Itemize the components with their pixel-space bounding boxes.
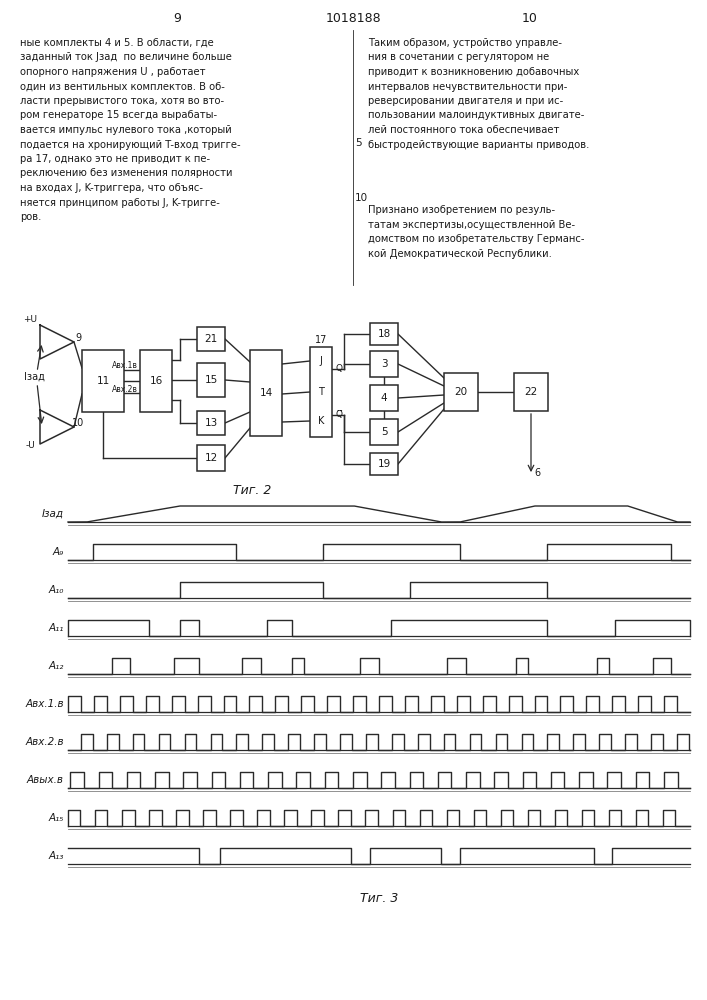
Text: +U: +U (23, 316, 37, 324)
Text: T: T (318, 387, 324, 397)
Text: -U: -U (25, 440, 35, 450)
Text: A₁₃: A₁₃ (49, 851, 64, 861)
Text: Таким образом, устройство управле-: Таким образом, устройство управле- (368, 38, 562, 48)
Text: Τиг. 2: Τиг. 2 (233, 485, 271, 497)
Text: 10: 10 (355, 193, 368, 203)
Text: 16: 16 (149, 376, 163, 386)
Text: реключению без изменения полярности: реключению без изменения полярности (20, 168, 233, 178)
Text: 15: 15 (204, 375, 218, 385)
Text: 5: 5 (355, 138, 361, 148)
Text: подается на хронирующий T-вход тригге-: подается на хронирующий T-вход тригге- (20, 139, 240, 149)
Text: заданный ток Jзад  по величине больше: заданный ток Jзад по величине больше (20, 52, 232, 62)
Text: татам экспертизы,осуществленной Ве-: татам экспертизы,осуществленной Ве- (368, 220, 575, 230)
Text: 12: 12 (204, 453, 218, 463)
Text: лей постоянного тока обеспечивает: лей постоянного тока обеспечивает (368, 125, 559, 135)
Text: Признано изобретением по резуль-: Признано изобретением по резуль- (368, 205, 555, 215)
Text: кой Демократической Республики.: кой Демократической Республики. (368, 248, 552, 259)
Bar (370, 351, 398, 377)
Text: на входах J, K-триггера, что объяс-: на входах J, K-триггера, что объяс- (20, 183, 203, 193)
Bar (197, 445, 225, 471)
Text: 17: 17 (315, 335, 327, 345)
Bar (250, 350, 282, 436)
Text: J: J (320, 356, 322, 366)
Text: домством по изобретательству Германс-: домством по изобретательству Германс- (368, 234, 585, 244)
Text: пользовании малоиндуктивных двигате-: пользовании малоиндуктивных двигате- (368, 110, 585, 120)
Text: 3: 3 (380, 359, 387, 369)
Text: няется принципом работы J, K-тригге-: няется принципом работы J, K-тригге- (20, 198, 220, 208)
Text: 9: 9 (75, 333, 81, 343)
Text: быстродействующие варианты приводов.: быстродействующие варианты приводов. (368, 139, 590, 149)
Text: ласти прерывистого тока, хотя во вто-: ласти прерывистого тока, хотя во вто- (20, 96, 224, 106)
Text: приводит к возникновению добавочных: приводит к возникновению добавочных (368, 67, 579, 77)
Text: 18: 18 (378, 329, 391, 339)
Text: 10: 10 (522, 11, 538, 24)
Text: Aвых.в: Aвых.в (27, 775, 64, 785)
Text: Aвх.1.в: Aвх.1.в (25, 699, 64, 709)
Bar (370, 323, 398, 345)
Text: 14: 14 (259, 388, 273, 398)
Text: ром генераторе 15 всегда вырабаты-: ром генераторе 15 всегда вырабаты- (20, 110, 217, 120)
Text: 13: 13 (204, 418, 218, 428)
Text: Iзад: Iзад (24, 372, 45, 382)
Bar (82, 350, 124, 412)
Text: Iзад: Iзад (42, 509, 64, 519)
Bar (370, 453, 398, 475)
Bar (197, 363, 225, 397)
Text: 21: 21 (204, 334, 218, 344)
Text: Aвх.2в: Aвх.2в (112, 385, 138, 394)
Text: 11: 11 (96, 376, 110, 386)
Text: 5: 5 (380, 427, 387, 437)
Bar (310, 347, 332, 437)
Text: Q̅: Q̅ (335, 410, 342, 420)
Bar (444, 373, 478, 411)
Text: опорного напряжения U , работает: опорного напряжения U , работает (20, 67, 206, 77)
Text: ния в сочетании с регулятором не: ния в сочетании с регулятором не (368, 52, 549, 62)
Text: 1018188: 1018188 (325, 11, 381, 24)
Text: 20: 20 (455, 387, 467, 397)
Text: интервалов нечувствительности при-: интервалов нечувствительности при- (368, 82, 568, 92)
Text: ра 17, однако это не приводит к пе-: ра 17, однако это не приводит к пе- (20, 154, 210, 164)
Text: 22: 22 (525, 387, 537, 397)
Bar (140, 350, 172, 412)
Text: реверсировании двигателя и при ис-: реверсировании двигателя и при ис- (368, 96, 563, 106)
Text: ные комплекты 4 и 5. В области, где: ные комплекты 4 и 5. В области, где (20, 38, 214, 48)
Text: A₉: A₉ (53, 547, 64, 557)
Text: A₁₁: A₁₁ (49, 623, 64, 633)
Text: A₁₂: A₁₂ (49, 661, 64, 671)
Text: 9: 9 (173, 11, 181, 24)
Text: Aвх.2.в: Aвх.2.в (25, 737, 64, 747)
Text: 6: 6 (534, 468, 540, 478)
Text: 19: 19 (378, 459, 391, 469)
Text: Τиг. 3: Τиг. 3 (360, 892, 398, 905)
Bar (197, 411, 225, 435)
Text: 10: 10 (72, 418, 84, 428)
Bar (370, 419, 398, 445)
Text: A₁₀: A₁₀ (49, 585, 64, 595)
Text: Aвх.1в: Aвх.1в (112, 361, 138, 370)
Text: вается импульс нулевого тока ,который: вается импульс нулевого тока ,который (20, 125, 232, 135)
Bar (370, 385, 398, 411)
Text: ров.: ров. (20, 212, 42, 222)
Bar (197, 327, 225, 351)
Text: Q: Q (335, 364, 342, 373)
Text: 4: 4 (380, 393, 387, 403)
Text: K: K (318, 416, 325, 426)
Text: один из вентильных комплектов. В об-: один из вентильных комплектов. В об- (20, 82, 225, 92)
Bar (514, 373, 548, 411)
Text: A₁₅: A₁₅ (49, 813, 64, 823)
